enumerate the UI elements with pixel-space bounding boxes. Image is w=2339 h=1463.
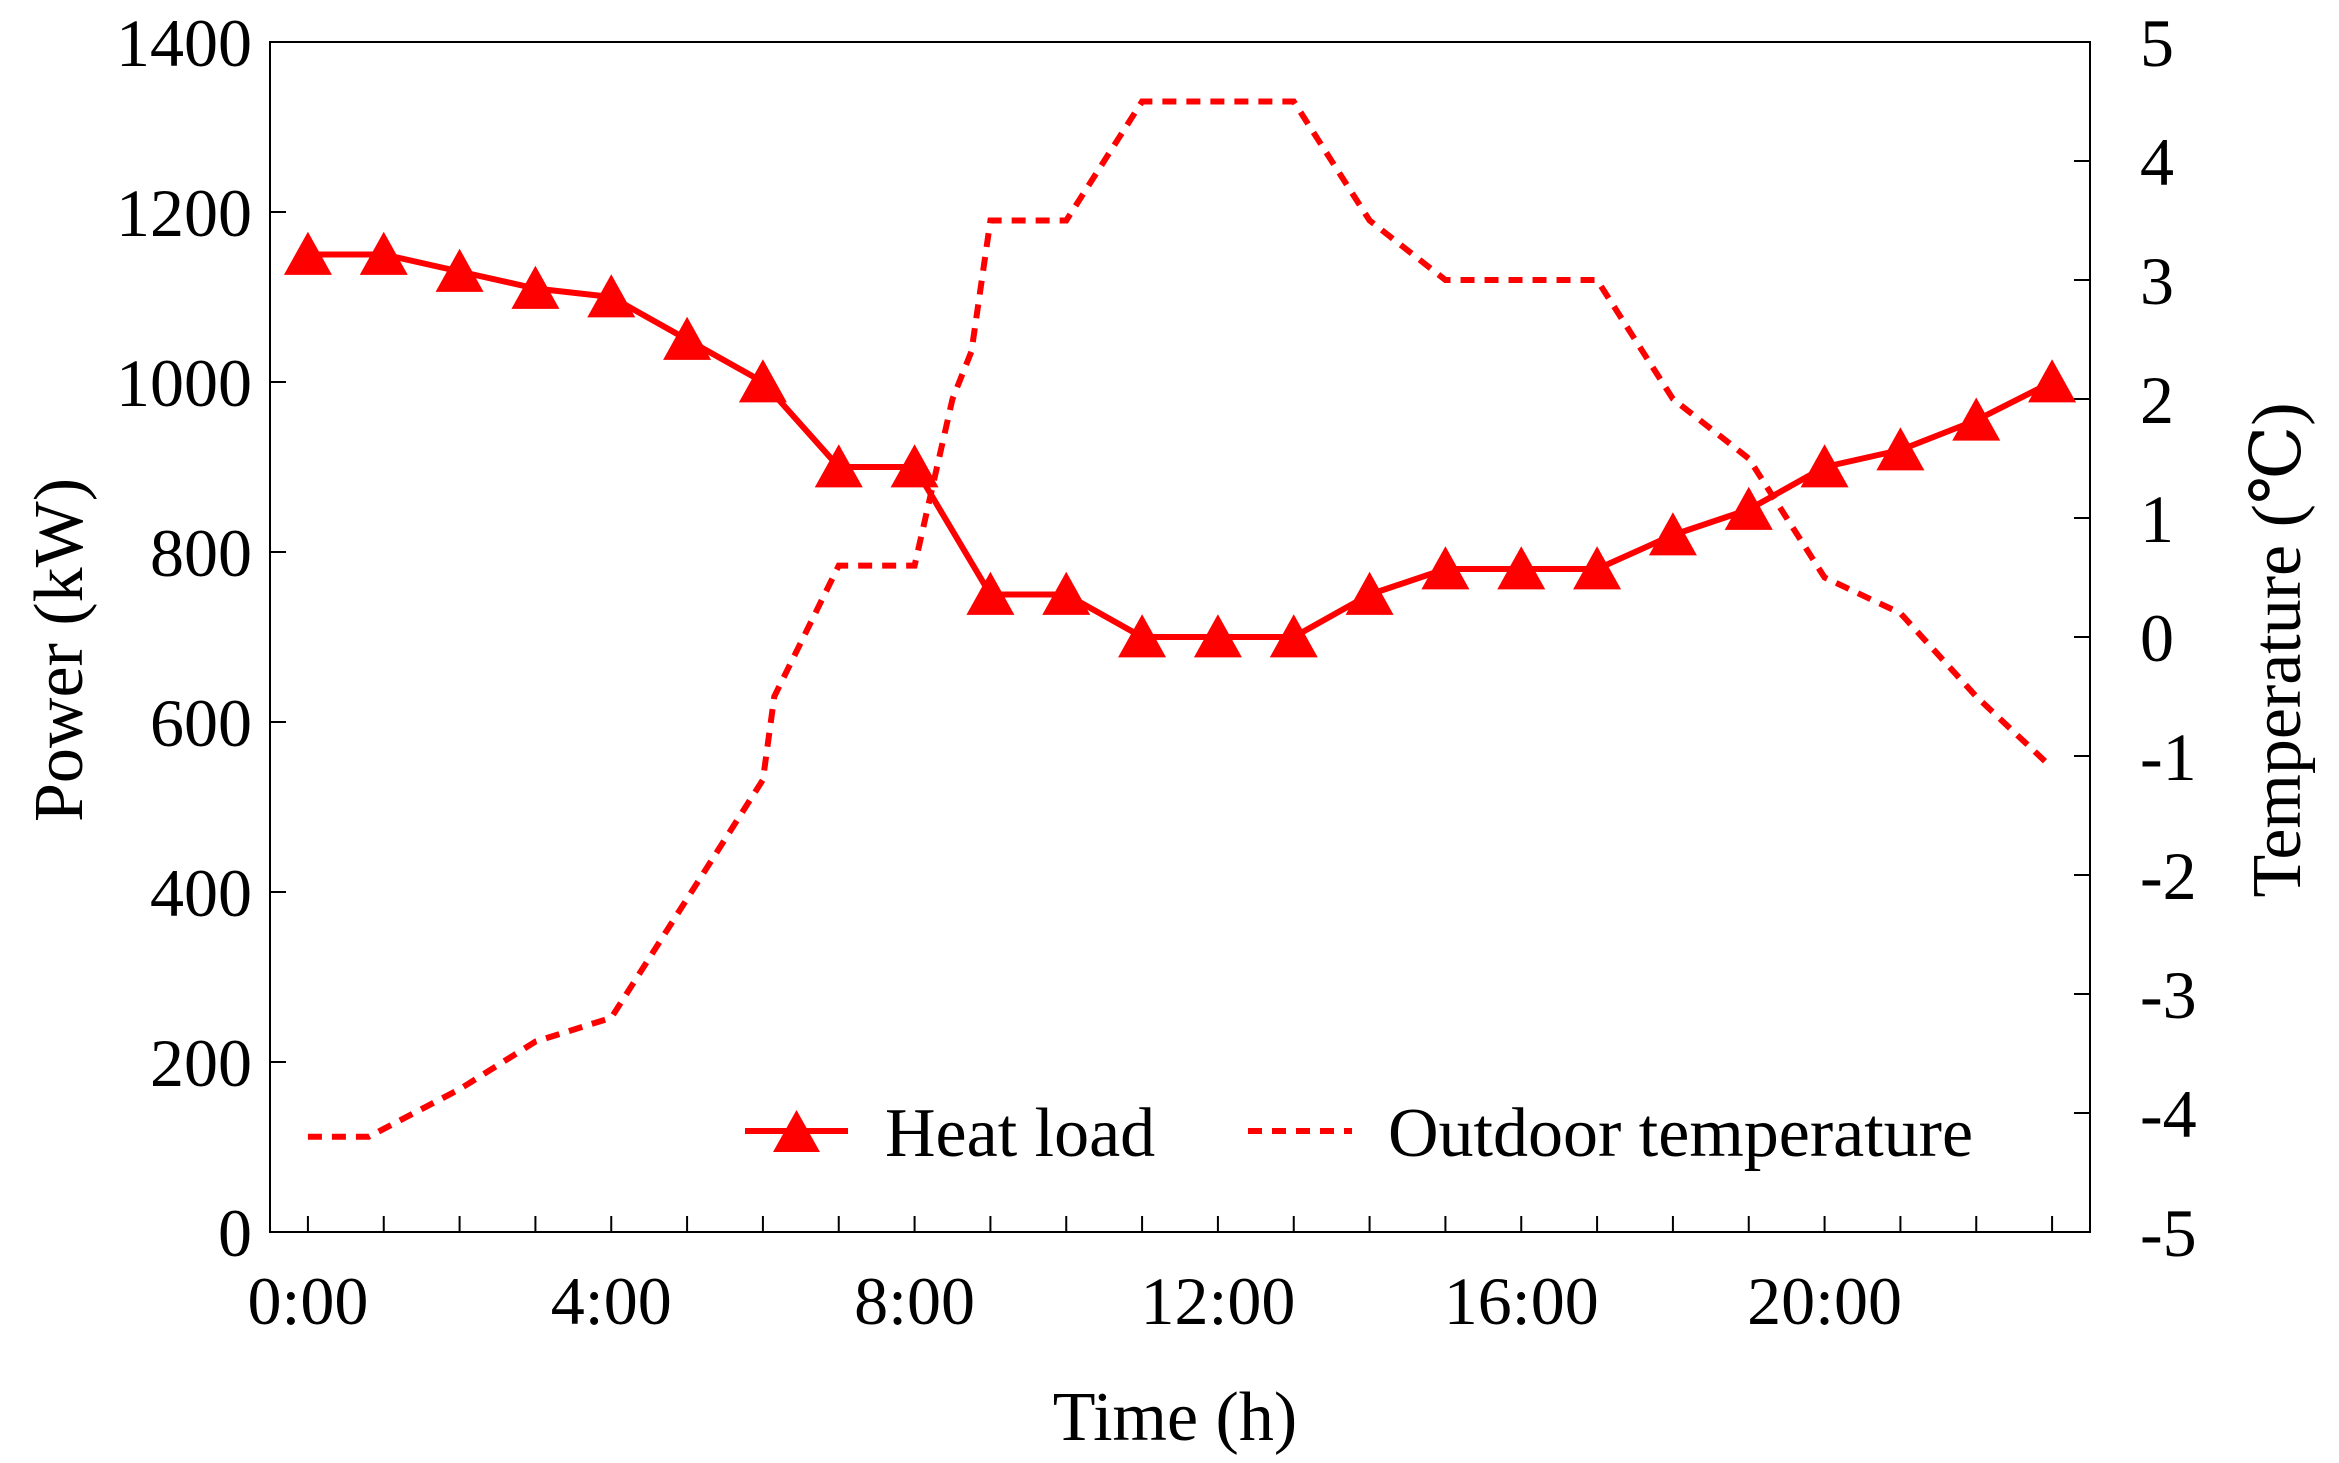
x-axis-title: Time (h) bbox=[1053, 1379, 1297, 1456]
y-tick-label: 200 bbox=[150, 1025, 252, 1101]
y2-tick-label: 0 bbox=[2140, 600, 2174, 676]
heat-load-marker bbox=[1193, 614, 1242, 658]
y-tick-label: 400 bbox=[150, 855, 252, 931]
heat-load-marker bbox=[966, 571, 1015, 615]
heat-load-marker bbox=[1118, 614, 1167, 658]
x-tick-label: 8:00 bbox=[854, 1263, 975, 1339]
heat-load-marker bbox=[435, 248, 484, 292]
y2-axis-title: Temperature (℃) bbox=[2239, 402, 2316, 897]
outdoor-temperature-line bbox=[307, 98, 2055, 1140]
heat-load-marker bbox=[1497, 546, 1546, 590]
legend-outdoor-temperature-label: Outdoor temperature bbox=[1388, 1095, 1973, 1172]
x-tick-label: 0:00 bbox=[247, 1263, 368, 1339]
heat-load-marker bbox=[1800, 444, 1849, 488]
y-tick-label: 800 bbox=[150, 515, 252, 591]
x-tick-label: 20:00 bbox=[1747, 1263, 1902, 1339]
y2-tick-label: 3 bbox=[2140, 243, 2174, 319]
y-tick-label: 1000 bbox=[116, 345, 252, 421]
tick-labels-group: 0:00 4:00 8:00 12:00 16:00 20:00 0 200 400 600 800… bbox=[116, 5, 2197, 1339]
x-tick-label: 12:00 bbox=[1140, 1263, 1295, 1339]
heat-load-marker bbox=[663, 316, 712, 360]
heat-load-marker bbox=[1421, 546, 1470, 590]
x-tick-label: 4:00 bbox=[551, 1263, 672, 1339]
heat-load-marker bbox=[1952, 397, 2001, 441]
y2-tick-label: 2 bbox=[2140, 362, 2174, 438]
y2-tick-label: -4 bbox=[2140, 1076, 2197, 1152]
y-tick-label: 1200 bbox=[116, 175, 252, 251]
x-tick-label: 16:00 bbox=[1444, 1263, 1599, 1339]
legend-heat-load-label: Heat load bbox=[885, 1095, 1155, 1172]
heat-load-marker bbox=[1876, 427, 1925, 471]
y2-tick-label: 1 bbox=[2140, 481, 2174, 557]
heat-load-marker bbox=[1573, 546, 1622, 590]
heat-load-marker bbox=[1269, 614, 1318, 658]
series-group bbox=[283, 98, 2077, 1140]
legend-heat-load-marker bbox=[773, 1110, 820, 1152]
heat-load-marker bbox=[738, 359, 787, 403]
heat-load-line bbox=[307, 251, 2054, 640]
axes-frame-group bbox=[269, 41, 2091, 1233]
heat-load-marker bbox=[1724, 486, 1773, 530]
heat-load-marker bbox=[2028, 359, 2077, 403]
y-axis-title: Power (kW) bbox=[21, 478, 98, 822]
heat-load-marker bbox=[1648, 512, 1697, 556]
y2-tick-label: -5 bbox=[2140, 1195, 2197, 1271]
heat-load-marker bbox=[283, 231, 332, 275]
y-tick-label: 600 bbox=[150, 685, 252, 761]
heat-load-marker bbox=[511, 265, 560, 309]
heat-load-marker bbox=[814, 444, 863, 488]
heat-load-marker bbox=[359, 231, 408, 275]
y2-tick-label: -1 bbox=[2140, 719, 2197, 795]
y2-tick-label: -2 bbox=[2140, 838, 2197, 914]
y2-tick-label: -3 bbox=[2140, 957, 2197, 1033]
y-tick-label: 1400 bbox=[116, 5, 252, 81]
y2-tick-label: 4 bbox=[2140, 124, 2174, 200]
y-tick-label: 0 bbox=[218, 1195, 252, 1271]
heat-load-marker bbox=[1042, 571, 1091, 615]
legend: Heat load Outdoor temperature bbox=[745, 1095, 1973, 1172]
heat-load-marker bbox=[1345, 571, 1394, 615]
heat-load-marker bbox=[890, 444, 939, 488]
heat-load-marker bbox=[587, 274, 636, 318]
y2-tick-label: 5 bbox=[2140, 5, 2174, 81]
